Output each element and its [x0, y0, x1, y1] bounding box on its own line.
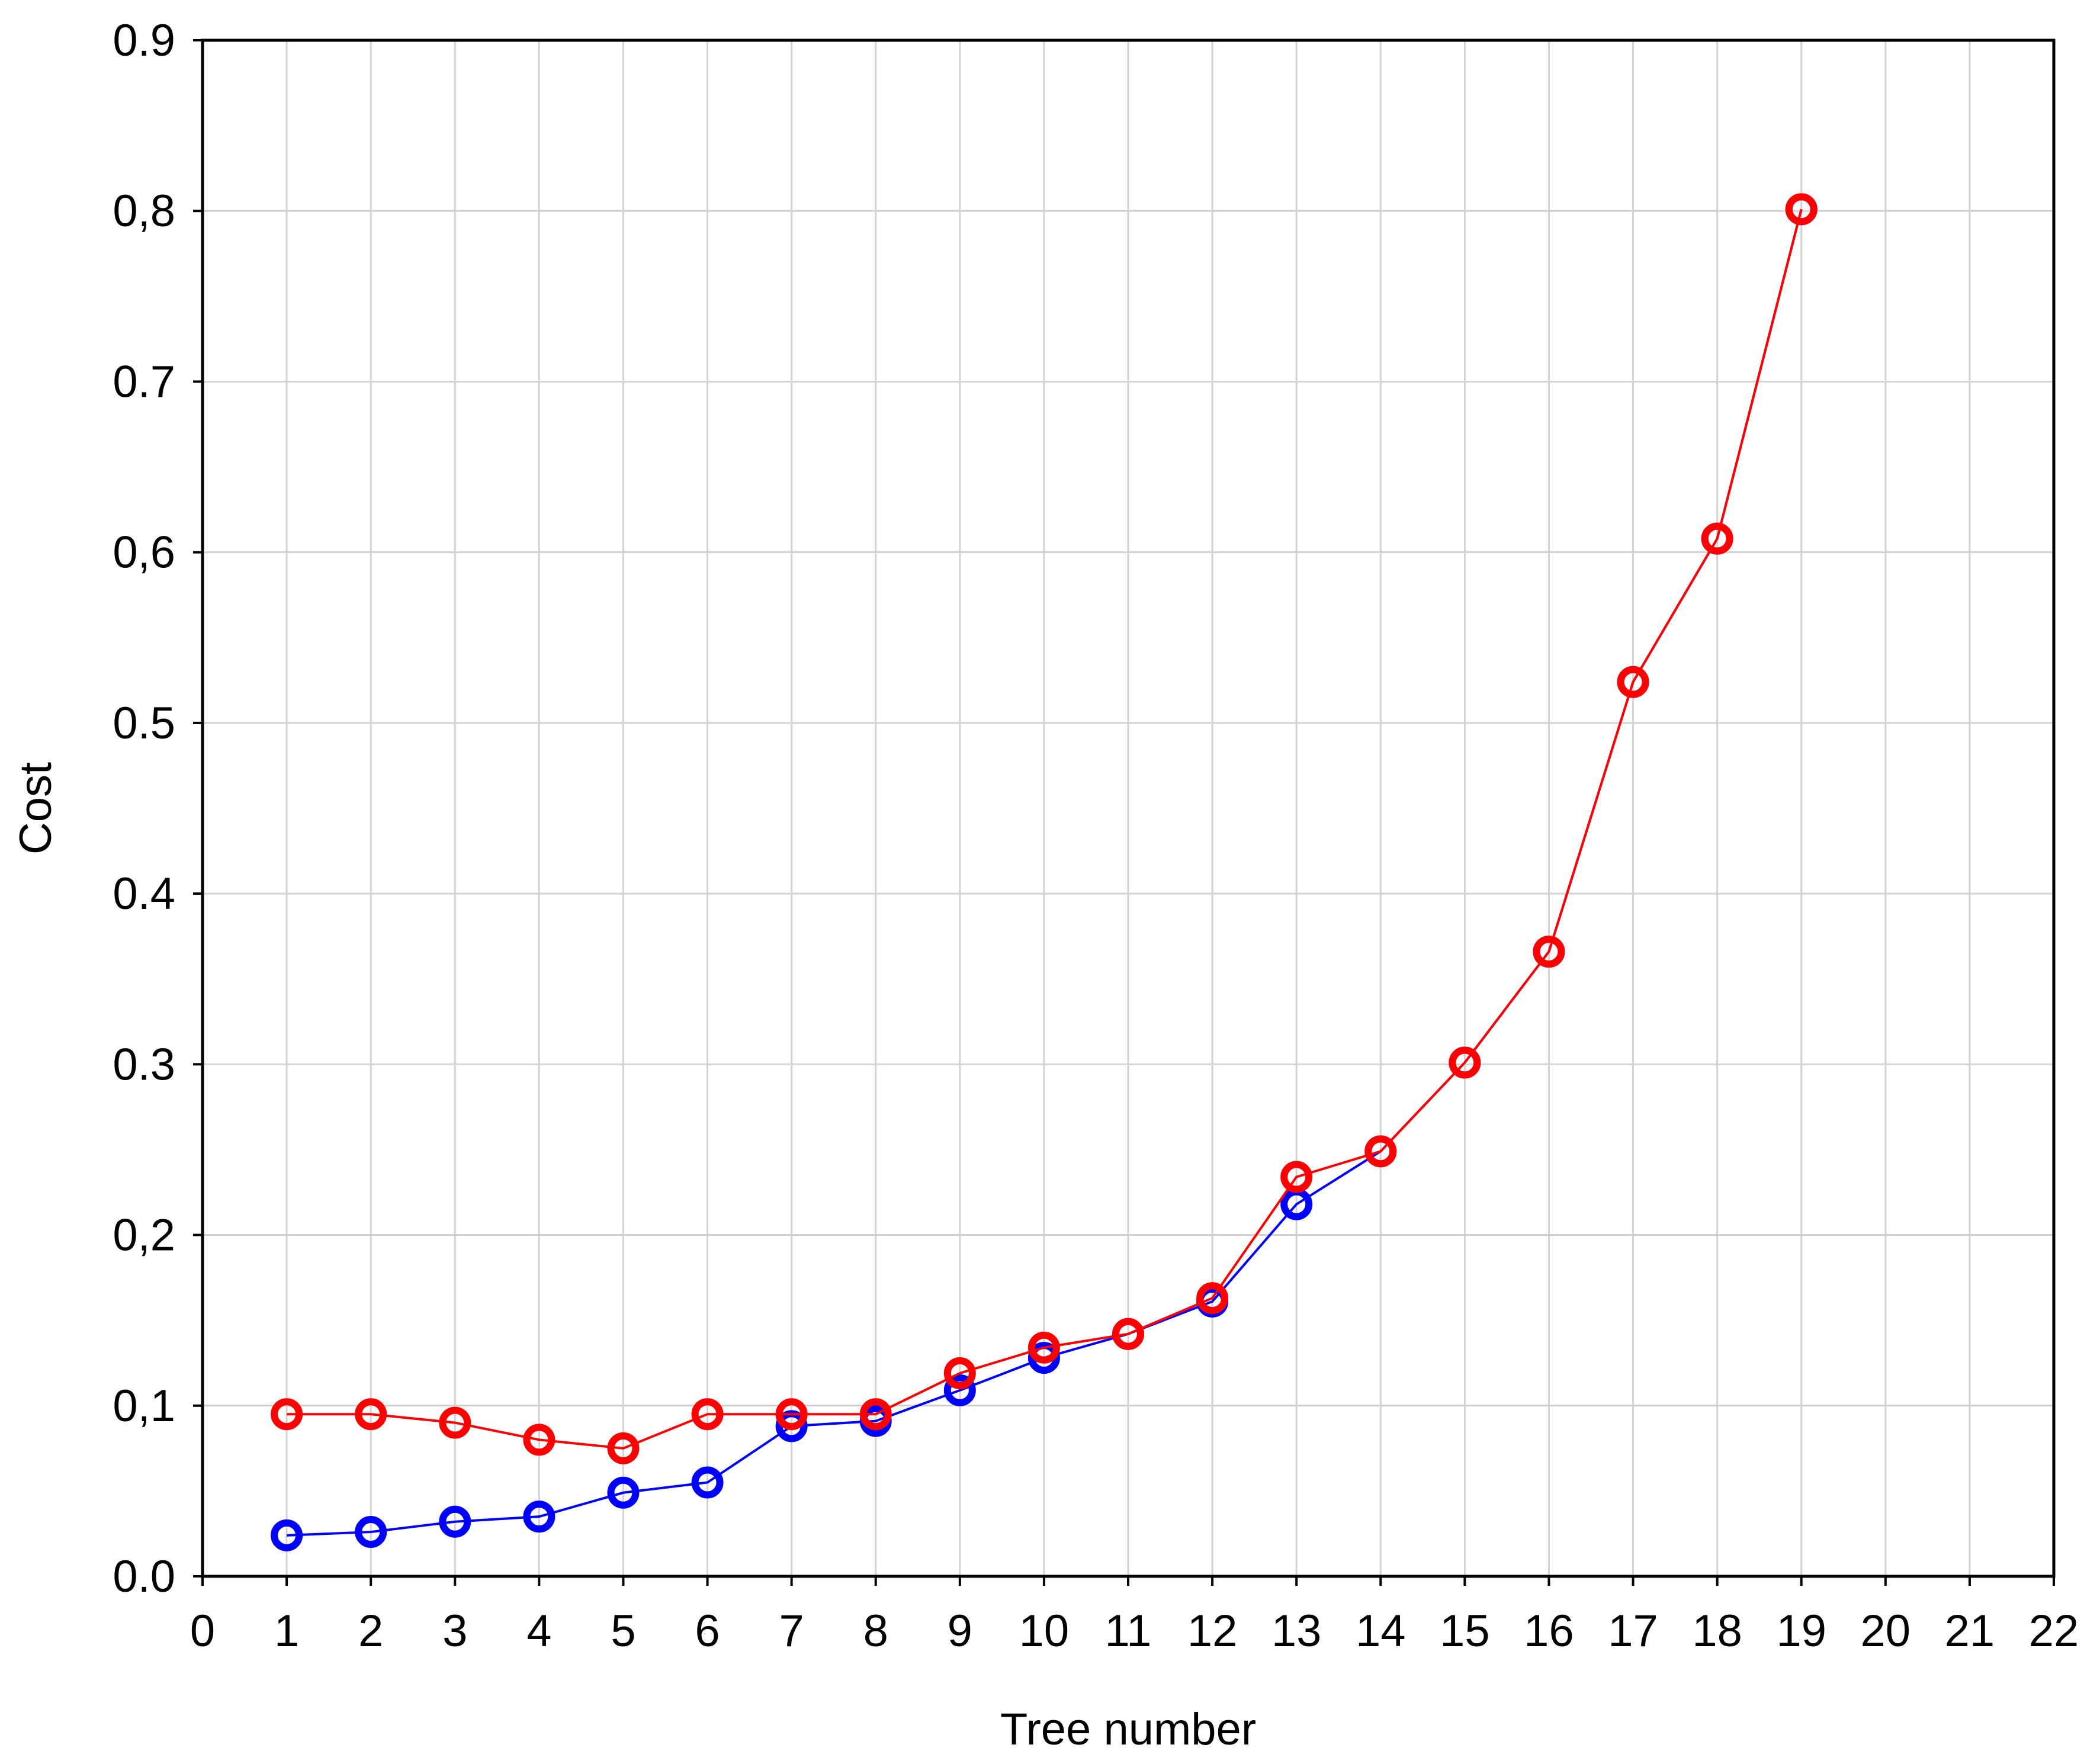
y-tick-label: 0.7 [113, 356, 175, 407]
x-tick-label: 22 [2029, 1606, 2079, 1656]
x-tick-label: 10 [1019, 1606, 1070, 1656]
series-2-point [607, 1432, 640, 1464]
series-2-point [1196, 1282, 1229, 1315]
y-axis-label: Cost [11, 762, 61, 854]
x-tick-label: 15 [1440, 1606, 1490, 1656]
x-tick-label: 2 [358, 1606, 383, 1656]
x-tick-label: 21 [1945, 1606, 1995, 1656]
x-tick-label: 5 [611, 1606, 635, 1656]
x-tick-label: 13 [1271, 1606, 1322, 1656]
series-2-point [1364, 1135, 1397, 1168]
series-1-point [439, 1505, 471, 1538]
series-2-point [1701, 522, 1733, 555]
series-1-point [1027, 1342, 1060, 1374]
x-tick-label: 7 [779, 1606, 804, 1656]
y-tick-label: 0.5 [113, 698, 175, 748]
x-tick-label: 20 [1861, 1606, 1911, 1656]
y-tick-label: 0.4 [113, 869, 175, 919]
series-2-point [355, 1398, 387, 1431]
x-tick-label: 12 [1187, 1606, 1238, 1656]
x-tick-label: 8 [863, 1606, 888, 1656]
y-tick-label: 0,1 [113, 1381, 175, 1431]
y-axis: 0.0 0,1 0,2 0.3 0.4 0.5 0,6 0.7 0,8 0.9 [113, 15, 203, 1602]
x-tick-label: 17 [1608, 1606, 1658, 1656]
series-2-point [1280, 1161, 1313, 1193]
series-2-point [271, 1398, 303, 1431]
series-2 [271, 193, 1818, 1464]
x-tick-label: 19 [1776, 1606, 1826, 1656]
series-2-point [775, 1398, 808, 1431]
series-2-point [1617, 666, 1649, 698]
x-tick-label: 18 [1692, 1606, 1742, 1656]
y-tick-label: 0.3 [113, 1039, 175, 1090]
series-2-point [439, 1406, 471, 1439]
series-2-point [691, 1398, 724, 1431]
series-1-point [691, 1466, 724, 1499]
series-1-point [943, 1374, 976, 1406]
y-tick-label: 0.9 [113, 15, 175, 66]
series-1-point [523, 1501, 555, 1533]
y-tick-label: 0,6 [113, 528, 175, 578]
series-2-point [1112, 1318, 1144, 1350]
x-tick-label: 3 [442, 1606, 467, 1656]
x-axis: 0 1 2 3 4 5 6 7 8 9 10 11 12 13 14 15 16 17 18 19 20 21 22 [190, 1576, 2079, 1656]
x-tick-label: 16 [1524, 1606, 1574, 1656]
series-2-point [859, 1398, 892, 1431]
series-2-line [287, 208, 1803, 1450]
y-tick-label: 0,2 [113, 1210, 175, 1261]
series-2-point [1785, 193, 1818, 226]
series-2-point [1027, 1331, 1060, 1364]
series-2-point [523, 1424, 555, 1456]
series-1-point [607, 1476, 640, 1509]
y-tick-label: 0.0 [113, 1551, 175, 1602]
x-axis-label: Tree number [1000, 1704, 1256, 1751]
series-layer [271, 193, 1818, 1551]
series-2-point [943, 1357, 976, 1390]
x-tick-label: 4 [526, 1606, 551, 1656]
x-tick-label: 11 [1105, 1606, 1152, 1656]
series-2-point [1533, 936, 1565, 968]
series-1-point [355, 1516, 387, 1548]
x-tick-label: 6 [695, 1606, 720, 1656]
series-2-point [1449, 1046, 1481, 1079]
x-tick-label: 14 [1356, 1606, 1406, 1656]
x-tick-label: 0 [190, 1606, 215, 1656]
grid [203, 40, 2054, 1576]
x-tick-label: 9 [948, 1606, 972, 1656]
series-1-point [271, 1519, 303, 1551]
x-tick-label: 1 [274, 1606, 299, 1656]
y-tick-label: 0,8 [113, 186, 175, 236]
